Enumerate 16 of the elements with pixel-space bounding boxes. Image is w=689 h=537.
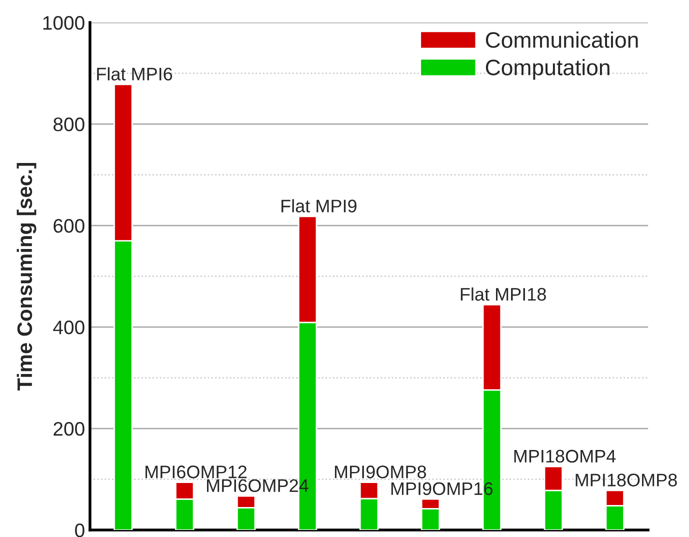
annotation: MPI18OMP8 (576, 474, 677, 486)
annotation: MPI18OMP4 (514, 450, 616, 463)
legend-label: Computation (486, 59, 610, 80)
y-axis-title: Time Consuming [sec.] (16, 163, 36, 390)
y-tick-label: 600 (54, 219, 84, 233)
annotation: MPI9OMP8 (334, 466, 426, 478)
y-tick-label: 0 (75, 523, 84, 537)
annotation: MPI6OMP12 (146, 466, 247, 478)
annotation: Flat MPI6 (97, 67, 172, 80)
annotation: Flat MPI9 (282, 199, 356, 212)
annotation: Flat MPI18 (460, 287, 546, 301)
y-tick-label: 200 (54, 422, 84, 436)
y-tick-label: 1000 (43, 16, 84, 30)
y-tick-label: 400 (53, 320, 84, 334)
y-tick-label: 800 (54, 118, 84, 132)
legend-label: Communication (486, 32, 638, 48)
